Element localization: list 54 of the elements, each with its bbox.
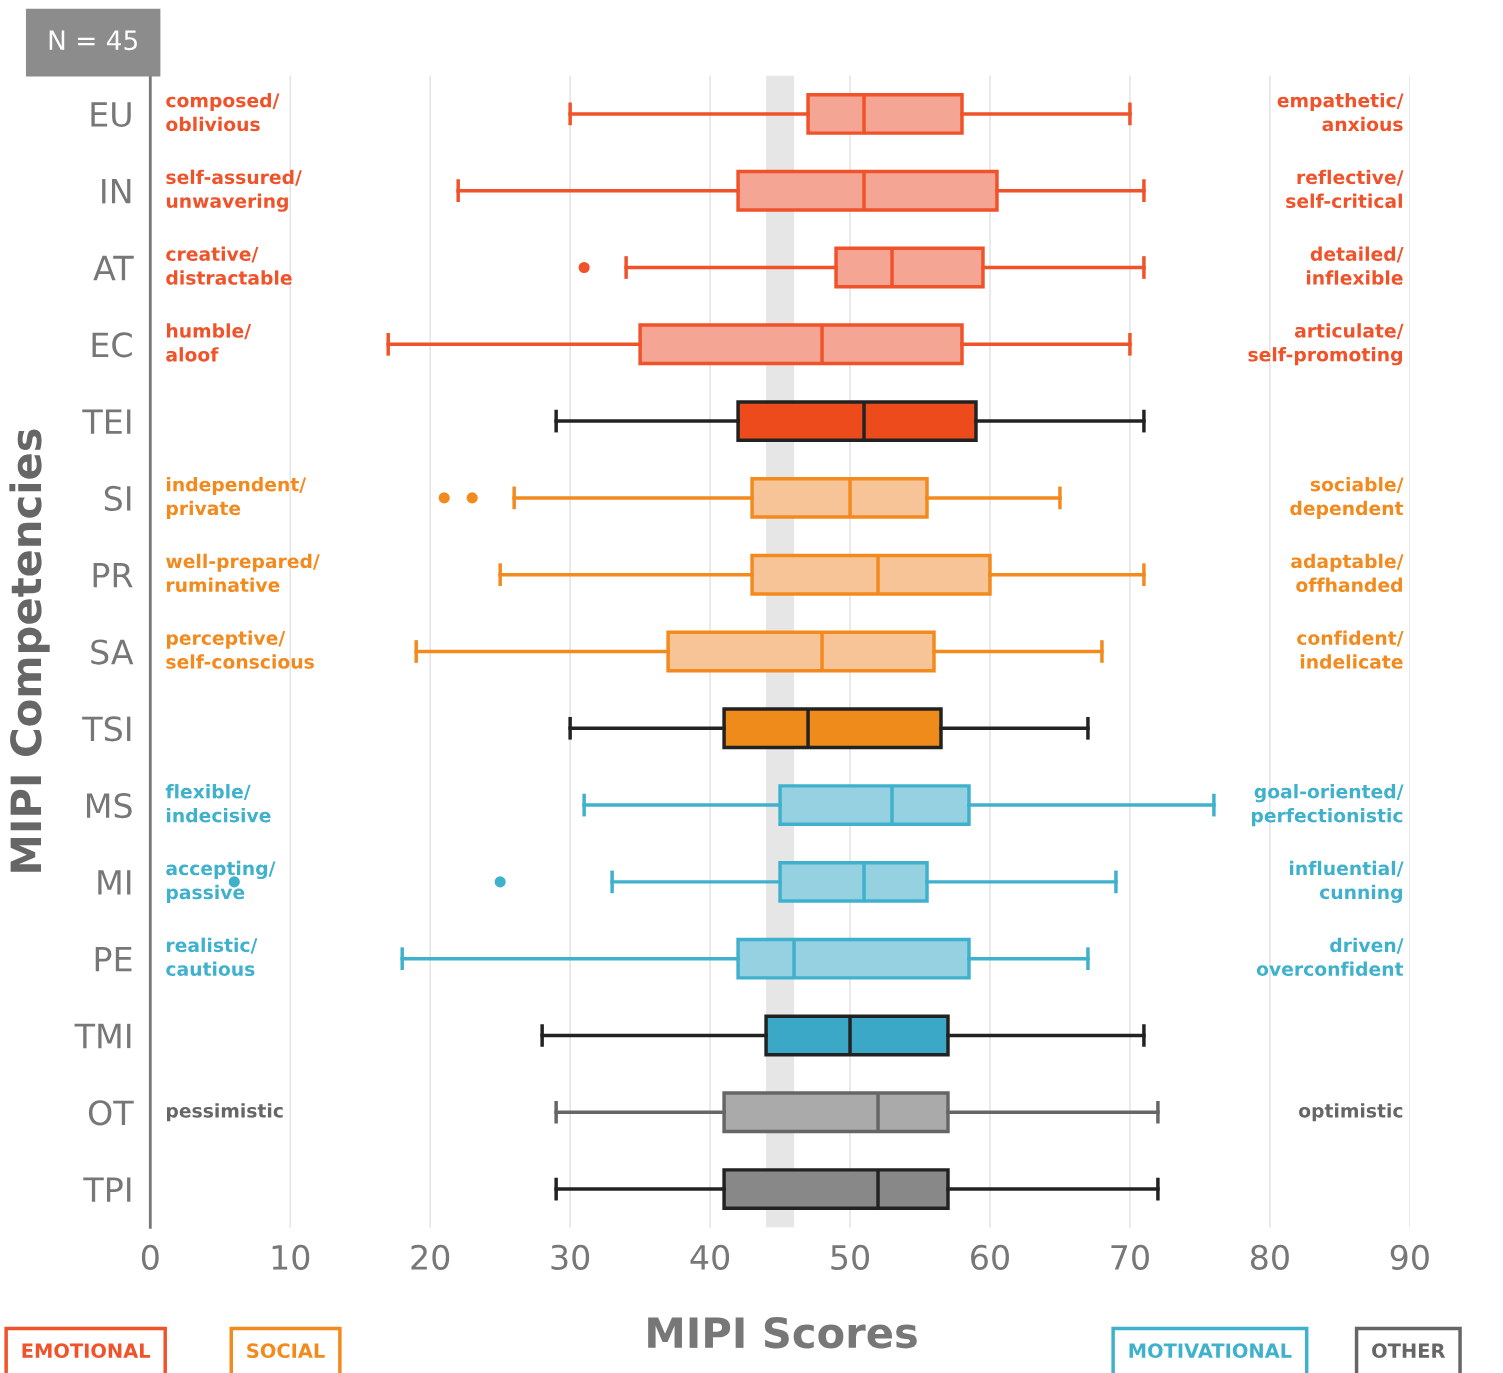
annotation: realistic/ cautious (166, 937, 258, 977)
annotation: composed/ oblivious (166, 92, 280, 132)
y-tick-label: TMI (74, 1023, 131, 1049)
y-tick-label: TPI (83, 1177, 131, 1202)
x-tick-label: 80 (1250, 1244, 1289, 1270)
y-tick-label: EC (92, 332, 132, 358)
y-tick-label: MS (86, 793, 132, 819)
annotation: adaptable/ offhanded (1291, 553, 1404, 593)
y-tick-label: SI (104, 485, 131, 512)
annotation: accepting/ passive (166, 860, 276, 903)
annotation: creative/ distractable (166, 246, 292, 285)
annotation: reflective/ self-critical (1286, 169, 1404, 209)
annotation: humble/ aloof (166, 323, 252, 362)
annotation: detailed/ inflexible (1306, 246, 1404, 285)
annotation: influential/ cunning (1290, 860, 1404, 903)
y-axis-title: MIPI Competencies (9, 429, 50, 872)
x-tick-label: 20 (411, 1244, 450, 1270)
annotation: driven/ overconfident (1256, 937, 1404, 977)
y-tick-label: OT (88, 1100, 134, 1126)
annotation: empathetic/ anxious (1277, 92, 1404, 132)
y-tick-label: TEI (82, 409, 131, 434)
annotation: pessimistic (166, 1103, 283, 1122)
x-axis-title: MIPI Scores (648, 1316, 917, 1349)
x-tick-label: 40 (690, 1244, 730, 1270)
x-tick-label: 50 (831, 1244, 870, 1270)
annotation: independent/ private (166, 476, 307, 519)
annotation: perceptive/ self-conscious (166, 630, 314, 669)
text: MOTIVATIONAL (1129, 1343, 1292, 1359)
x-tick-label: 60 (971, 1244, 1009, 1270)
text: EMOTIONAL (22, 1343, 151, 1359)
y-tick-label: EU (91, 102, 131, 128)
text: SOCIAL (247, 1343, 325, 1359)
x-tick-label: 10 (272, 1244, 310, 1270)
annotation: self-assured/ unwavering (166, 169, 302, 212)
annotation: articulate/ self-promoting (1248, 323, 1404, 366)
y-tick-label: PR (93, 563, 133, 588)
annotation: optimistic (1299, 1103, 1403, 1122)
y-tick-label: TSI (82, 716, 131, 742)
y-tick-label: IN (102, 179, 131, 204)
y-tick-label: MI (98, 870, 131, 895)
text: N = 45 (49, 30, 137, 51)
annotation: goal-oriented/ perfectionistic (1252, 784, 1404, 827)
x-tick-label: 0 (141, 1244, 159, 1270)
annotation: flexible/ indecisive (165, 784, 271, 823)
x-tick-label: 70 (1111, 1244, 1149, 1270)
x-tick-label: 90 (1390, 1244, 1429, 1270)
y-tick-label: PE (95, 947, 132, 972)
text: OTHER (1372, 1343, 1446, 1359)
annotation: well-prepared/ ruminative (166, 553, 320, 593)
x-tick-label: 30 (551, 1244, 590, 1270)
annotation: sociable/ dependent (1290, 476, 1404, 519)
annotation: confident/ indelicate (1297, 630, 1404, 669)
y-tick-label: AT (93, 255, 134, 281)
y-tick-label: SA (91, 639, 134, 665)
